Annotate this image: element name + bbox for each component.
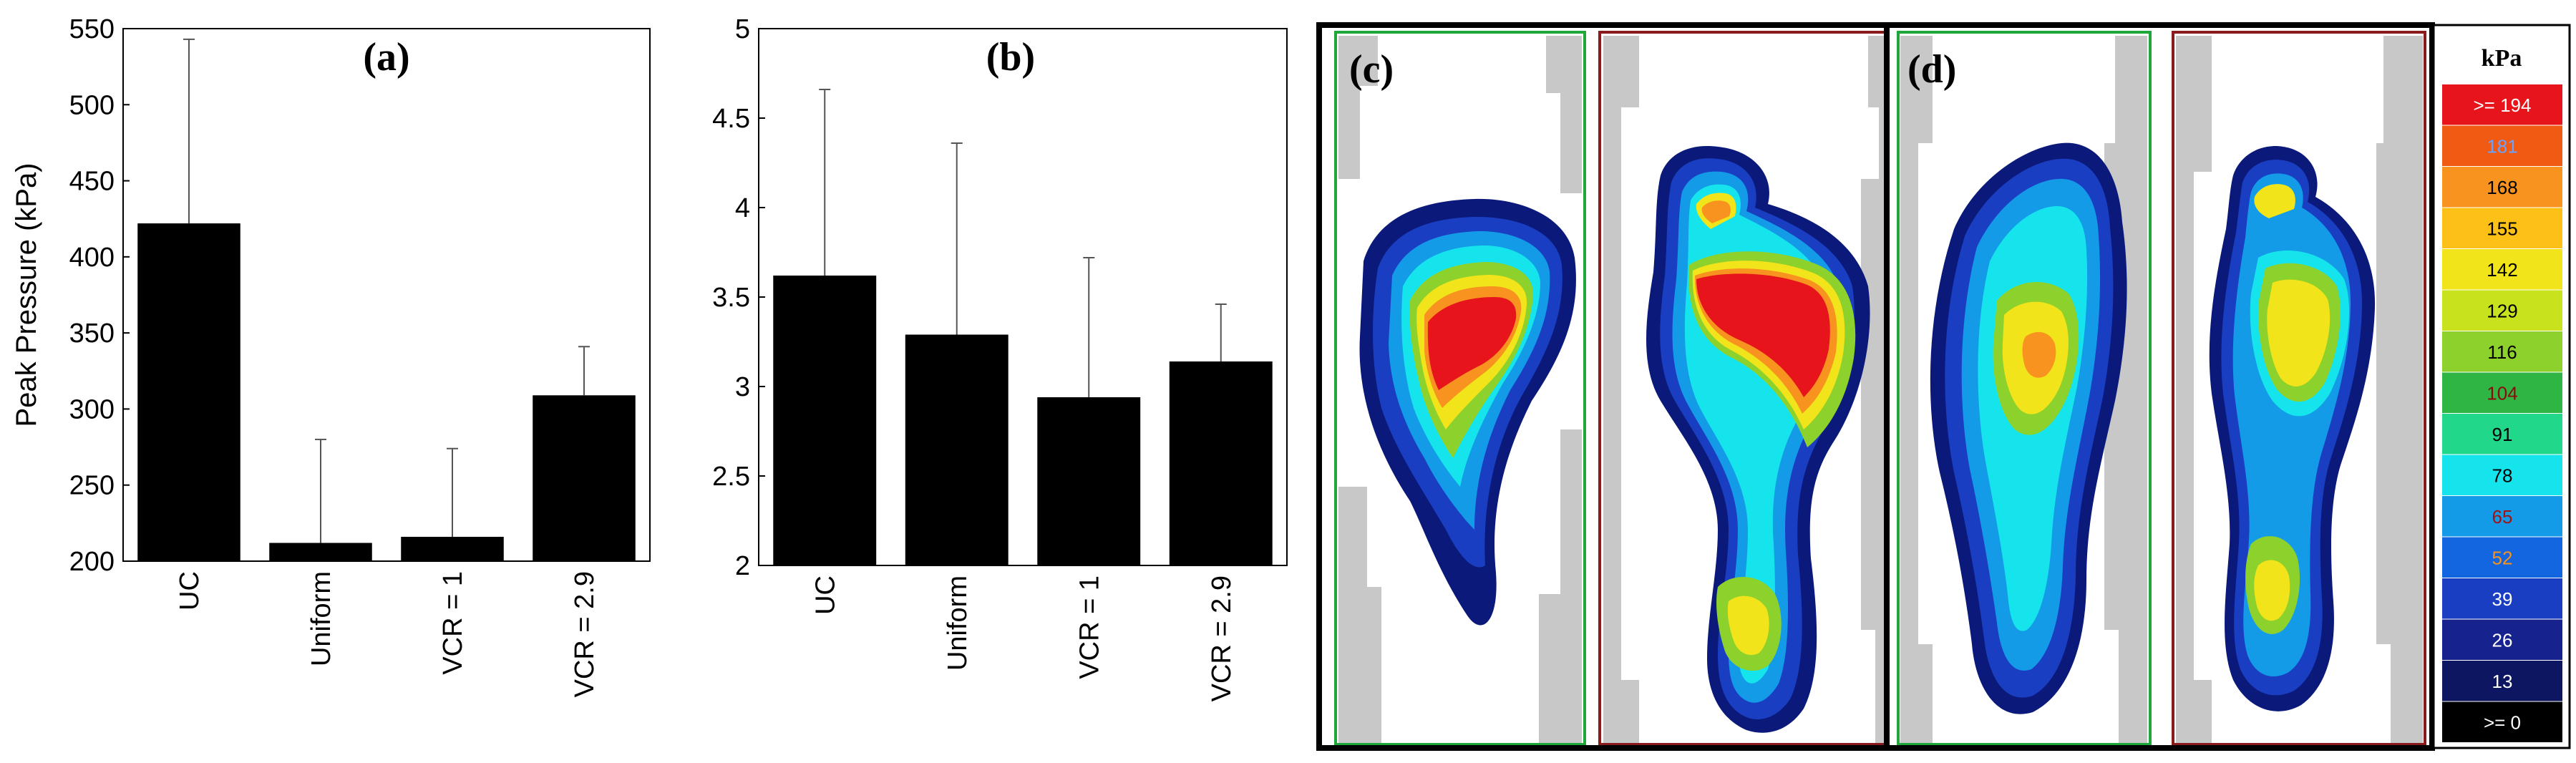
colorbar-swatch-8 — [2442, 414, 2562, 455]
foot-map-d-left — [1930, 142, 2127, 714]
foot-map-c-right — [1646, 146, 1870, 733]
colorbar-swatch-0 — [2442, 84, 2562, 125]
foot-map-d-right — [2209, 146, 2376, 711]
chart-b: 22.533.544.55 UC Uniform VCR = 1 VCR = 2.9 … — [712, 14, 1288, 701]
chart-a-panel-label: (a) — [363, 35, 409, 79]
colorbar-swatch-6 — [2442, 331, 2562, 372]
colorbar-swatch-4 — [2442, 249, 2562, 290]
colorbar-label-9: 78 — [2492, 465, 2513, 486]
chart-a-ytick-label-6: 500 — [69, 90, 115, 120]
colorbar-label-5: 129 — [2487, 300, 2517, 321]
colorbar-swatch-15 — [2442, 701, 2562, 742]
colorbar-label-0: >= 194 — [2474, 94, 2532, 116]
colorbar-label-8: 91 — [2492, 424, 2513, 445]
pressure-map-d: (d) — [1884, 22, 2435, 751]
chart-b-ytick-label-4: 4 — [735, 193, 750, 223]
chart-b-ytick-label-6: 5 — [735, 14, 750, 44]
chart-a-ytick-label-4: 400 — [69, 243, 115, 273]
chart-a-ytick-label-3: 350 — [69, 319, 115, 349]
chart-b-panel-label: (b) — [986, 35, 1035, 79]
colorbar-label-3: 155 — [2487, 218, 2517, 239]
map-d-panel-label: (d) — [1907, 47, 1956, 92]
colorbar-label-10: 65 — [2492, 506, 2513, 528]
colorbar-swatch-3 — [2442, 208, 2562, 248]
colorbar-label-11: 52 — [2492, 547, 2513, 568]
chart-b-bar-0 — [773, 276, 877, 565]
chart-b-xtick-label-1: Uniform — [943, 575, 973, 671]
chart-b-ytick-label-0: 2 — [735, 551, 750, 581]
chart-a-ytick-label-1: 250 — [69, 471, 115, 501]
chart-a-ytick-label-7: 550 — [69, 14, 115, 44]
colorbar-swatch-7 — [2442, 372, 2562, 413]
colorbar-swatch-9 — [2442, 455, 2562, 495]
chart-b-bar-3 — [1169, 361, 1273, 565]
colorbar-label-1: 181 — [2487, 135, 2517, 157]
insole-frame-c1 — [1334, 31, 1586, 746]
colorbar-swatch-13 — [2442, 619, 2562, 660]
chart-b-ytick-label-2: 3 — [735, 372, 750, 402]
colorbar-label-15: >= 0 — [2484, 711, 2521, 733]
map-c-panel-label: (c) — [1349, 47, 1394, 92]
colorbar-swatch-14 — [2442, 661, 2562, 701]
colorbar-label-2: 168 — [2487, 177, 2517, 198]
colorbar-swatch-12 — [2442, 578, 2562, 619]
colorbar-label-14: 13 — [2492, 671, 2513, 692]
colorbar-label-6: 116 — [2487, 341, 2517, 363]
chart-b-xtick-label-3: VCR = 2.9 — [1207, 575, 1237, 701]
pressure-map-c: (c) — [1316, 22, 1927, 751]
insole-left-c2 — [1603, 36, 1639, 744]
colorbar-swatch-2 — [2442, 167, 2562, 208]
chart-a-xtick-label-0: UC — [175, 571, 205, 611]
chart-a-xtick-label-2: VCR = 1 — [438, 571, 468, 675]
chart-b-ytick-label-1: 2.5 — [712, 462, 750, 492]
colorbar-label-13: 26 — [2492, 629, 2513, 651]
chart-a-ytick-label-0: 200 — [69, 547, 115, 577]
colorbar-swatch-1 — [2442, 125, 2562, 166]
colorbar-label-12: 39 — [2492, 588, 2513, 610]
insole-right-d2 — [2376, 36, 2423, 744]
chart-a-axes — [122, 28, 651, 562]
colorbar-title: kPa — [2482, 45, 2522, 72]
insole-left-d2 — [2176, 36, 2212, 744]
chart-a-bar-0 — [137, 223, 240, 561]
insole-frame-d2 — [2172, 31, 2426, 746]
chart-a: 200 250 300 350 400 450 500 550 UC Uniform VCR = … — [11, 14, 651, 697]
chart-b-xtick-label-0: UC — [810, 575, 840, 615]
colorbar-swatch-5 — [2442, 290, 2562, 331]
insole-right-c1 — [1539, 36, 1582, 744]
chart-a-xtick-label-3: VCR = 2.9 — [570, 571, 600, 697]
colorbar: kPa >= 194 181 168 155 142 129 116 104 91 78 65 52 3… — [2432, 24, 2571, 749]
colorbar-label-4: 142 — [2487, 259, 2517, 281]
chart-a-xtick-label-1: Uniform — [306, 571, 336, 666]
chart-b-ytick-label-5: 4.5 — [712, 104, 750, 134]
insole-frame-d1 — [1897, 31, 2152, 746]
foot-map-c-left — [1359, 198, 1576, 626]
chart-a-ytick-label-2: 300 — [69, 394, 115, 424]
chart-a-ylabel: Peak Pressure (kPa) — [11, 162, 42, 427]
insole-left-c1 — [1338, 36, 1381, 744]
chart-b-bar-1 — [905, 334, 1008, 565]
colorbar-label-7: 104 — [2487, 382, 2517, 404]
map-d-border — [1884, 22, 2435, 751]
chart-b-bar-2 — [1037, 397, 1141, 565]
chart-b-ytick-label-3: 3.5 — [712, 283, 750, 313]
chart-b-xtick-label-2: VCR = 1 — [1074, 575, 1104, 679]
insole-left-d1 — [1900, 36, 1933, 744]
colorbar-swatch-11 — [2442, 537, 2562, 578]
chart-a-ytick-label-5: 450 — [69, 167, 115, 197]
colorbar-swatch-10 — [2442, 496, 2562, 537]
chart-a-bar-3 — [533, 395, 636, 561]
